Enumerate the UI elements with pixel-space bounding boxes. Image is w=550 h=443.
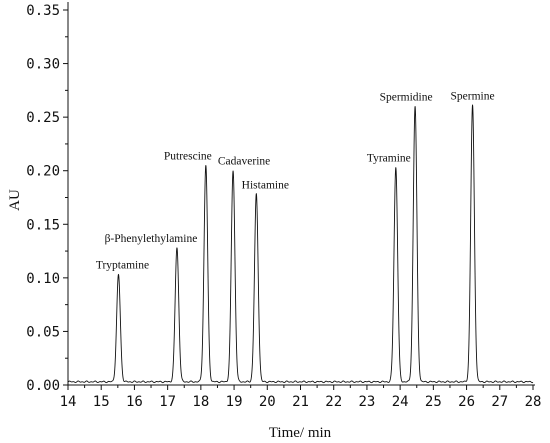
x-tick-label: 19 [226, 394, 243, 410]
axes [67, 2, 535, 386]
ticks: 14 15 16 17 18 19 20 21 22 23 24 25 26 27 28 0.00 0.05 0.… [26, 3, 541, 410]
x-tick-label: 18 [192, 394, 209, 410]
x-tick-label: 15 [93, 394, 110, 410]
y-tick-label: 0.10 [26, 271, 60, 287]
x-tick-label: 23 [358, 394, 375, 410]
x-tick-label: 22 [325, 394, 342, 410]
x-tick-label: 28 [525, 394, 542, 410]
x-tick-label: 20 [259, 394, 276, 410]
y-tick-label: 0.05 [26, 324, 60, 340]
y-tick-label: 0.25 [26, 110, 60, 126]
x-tick-label: 16 [126, 394, 143, 410]
y-tick-label: 0.20 [26, 164, 60, 180]
x-tick-label: 21 [292, 394, 309, 410]
peak-labels: Tryptamine β-Phenylethylamine Putrescine Ca… [96, 90, 495, 271]
y-tick-label: 0.35 [26, 3, 60, 19]
x-tick-label: 14 [60, 394, 77, 410]
peak-label: Tryptamine [96, 260, 149, 272]
peak-label: Histamine [242, 179, 289, 191]
y-tick-label: 0.15 [26, 217, 60, 233]
peak-label: β-Phenylethylamine [105, 233, 198, 245]
y-tick-label: 0.30 [26, 57, 60, 73]
peak-label: Spermine [451, 90, 495, 102]
x-tick-label: 24 [392, 394, 409, 410]
chromatogram-trace [67, 104, 534, 384]
peak-label: Putrescine [164, 150, 212, 162]
y-axis-title: AU [7, 189, 23, 211]
x-tick-label: 27 [491, 394, 508, 410]
x-tick-label: 25 [425, 394, 442, 410]
x-tick-label: 17 [159, 394, 176, 410]
peak-label: Tyramine [367, 153, 411, 165]
peak-label: Cadaverine [218, 156, 270, 168]
peak-label: Spermidine [380, 91, 433, 103]
x-tick-label: 26 [458, 394, 475, 410]
y-axis-title-group: AU [7, 189, 23, 211]
y-tick-label: 0.00 [26, 378, 60, 394]
x-axis-title: Time/ min [269, 425, 332, 441]
